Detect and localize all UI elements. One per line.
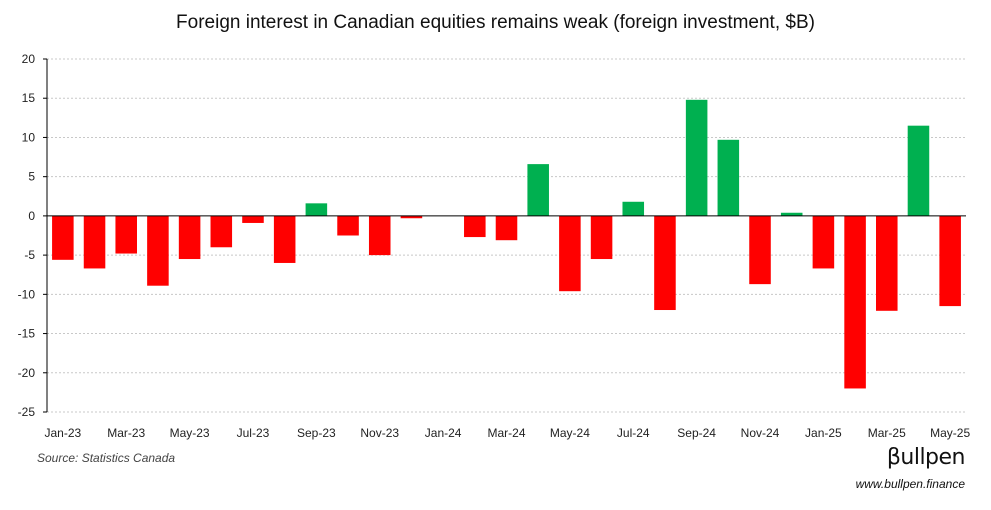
x-tick-label: Nov-23 xyxy=(360,426,399,440)
x-tick-label: Nov-24 xyxy=(741,426,780,440)
brand-url: www.bullpen.finance xyxy=(855,477,965,491)
bar-Apr-24 xyxy=(527,164,549,216)
x-tick-label: Jan-24 xyxy=(425,426,462,440)
y-tick-label: 0 xyxy=(28,209,35,223)
bar-May-23 xyxy=(178,215,201,260)
bar-Nov-23 xyxy=(368,215,391,256)
bar-Feb-23 xyxy=(83,215,106,269)
bar-May-25 xyxy=(939,215,961,307)
x-tick-label: Jan-25 xyxy=(805,426,842,440)
bullpen-logo: βullpen xyxy=(886,445,966,470)
bar-Oct-24 xyxy=(717,139,740,216)
x-tick-label: Sep-24 xyxy=(677,426,716,440)
axes xyxy=(43,58,966,413)
bar-Jun-23 xyxy=(210,215,233,248)
bar-Jan-25 xyxy=(812,215,835,269)
y-tick-label: 20 xyxy=(22,52,36,66)
y-tick-label: 15 xyxy=(22,91,36,105)
bar-Feb-24 xyxy=(464,215,486,238)
chart-title: Foreign interest in Canadian equities re… xyxy=(176,12,815,33)
bar-Apr-25 xyxy=(907,125,930,216)
bar-Mar-24 xyxy=(495,215,518,241)
bar-Feb-25 xyxy=(844,215,866,389)
y-tick-label: -10 xyxy=(18,287,36,301)
x-tick-label: May-24 xyxy=(550,426,590,440)
bar-Jul-23 xyxy=(242,215,264,223)
bar-Aug-23 xyxy=(273,215,296,263)
y-tick-label: 5 xyxy=(28,170,35,184)
x-tick-labels: Jan-23 Mar-23 May-23 Jul-23 Sep-23 Nov-23 Jan-… xyxy=(44,426,970,440)
bar-Sep-24 xyxy=(685,99,708,216)
x-tick-label: May-23 xyxy=(170,426,210,440)
x-tick-label: Mar-24 xyxy=(487,426,525,440)
y-tick-label: -5 xyxy=(24,248,35,262)
bar-Jul-24 xyxy=(622,201,645,216)
bar-Dec-23 xyxy=(400,215,423,219)
bar-Sep-23 xyxy=(305,203,328,216)
bar-Mar-23 xyxy=(115,215,137,254)
bars xyxy=(52,99,961,389)
y-tick-label: -20 xyxy=(18,366,36,380)
bar-Mar-25 xyxy=(876,215,898,311)
x-tick-label: Jan-23 xyxy=(44,426,81,440)
bar-Oct-23 xyxy=(337,215,359,236)
y-tick-labels: 20 15 10 5 0 -5 -10 -15 -20 -25 xyxy=(18,52,36,419)
bar-Jan-23 xyxy=(52,215,74,260)
x-tick-label: Mar-25 xyxy=(868,426,906,440)
bar-Jun-24 xyxy=(590,215,613,260)
bar-Dec-24 xyxy=(780,212,803,216)
x-tick-label: Jul-24 xyxy=(617,426,650,440)
y-tick-label: -15 xyxy=(18,327,36,341)
bar-Nov-24 xyxy=(749,215,771,285)
x-tick-label: May-25 xyxy=(930,426,970,440)
source-note: Source: Statistics Canada xyxy=(37,451,176,465)
bar-Aug-24 xyxy=(654,215,676,311)
y-tick-label: 10 xyxy=(22,130,36,144)
x-tick-label: Mar-23 xyxy=(107,426,145,440)
bar-Apr-23 xyxy=(147,215,169,286)
y-tick-label: -25 xyxy=(18,405,36,419)
x-tick-label: Jul-23 xyxy=(237,426,270,440)
bar-May-24 xyxy=(559,215,581,292)
x-tick-label: Sep-23 xyxy=(297,426,336,440)
